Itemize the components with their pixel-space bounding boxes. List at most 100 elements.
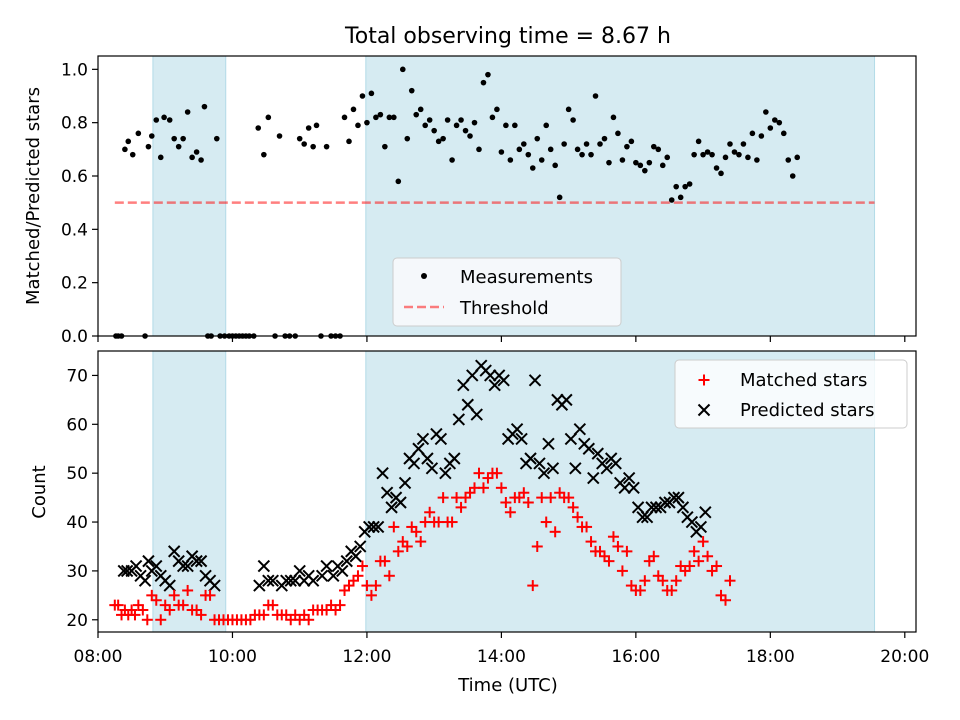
predicted-point (421, 452, 434, 465)
measurement-point (529, 165, 536, 171)
measurement-point (458, 117, 464, 123)
predicted-point (412, 442, 425, 455)
measurement-point (619, 157, 626, 163)
matched-point (581, 521, 593, 533)
matched-point (711, 560, 723, 572)
matched-point (567, 501, 579, 513)
predicted-point (685, 515, 699, 529)
matched-point (634, 584, 646, 596)
measurement-point (709, 151, 715, 158)
matched-point (504, 506, 516, 518)
measurement-point (440, 135, 446, 142)
x-stroke (412, 442, 425, 455)
matched-point (129, 609, 141, 621)
x-stroke (349, 550, 362, 563)
measurement-point (561, 141, 567, 147)
y-axis-label: Matched/Predicted stars (23, 87, 44, 305)
measurement-point (650, 143, 657, 150)
measurement-point (175, 143, 182, 150)
matched-point (150, 594, 162, 606)
measurement-point (646, 159, 653, 166)
matched-point (365, 589, 377, 601)
x-stroke (510, 422, 524, 436)
matched-point (415, 536, 427, 548)
predicted-point (289, 574, 302, 587)
x-stroke (697, 403, 711, 417)
measurement-point (552, 162, 558, 169)
x-stroke (306, 574, 320, 587)
predicted-point (483, 369, 497, 382)
x-stroke (425, 462, 439, 475)
y-axis-ticks: 20 30 40 50 60 70 (66, 366, 98, 631)
predicted-point (376, 466, 389, 480)
measurement-point (601, 135, 608, 142)
predicted-point (569, 462, 582, 475)
x-stroke (569, 462, 582, 475)
matched-points (109, 467, 736, 626)
predicted-point (466, 369, 479, 382)
matched-point (500, 496, 512, 508)
x-stroke (582, 442, 596, 455)
x-stroke (289, 574, 302, 587)
predicted-point (537, 466, 551, 480)
measurement-point (350, 106, 357, 113)
predicted-point (416, 432, 430, 446)
measurement-point (610, 114, 617, 121)
measurement-point (503, 122, 509, 129)
x-stroke (129, 559, 143, 573)
x-stroke (461, 398, 474, 411)
matched-point (693, 555, 705, 567)
predicted-point (194, 554, 208, 568)
x-stroke (457, 379, 470, 392)
predicted-point (497, 374, 510, 387)
measurement-point (296, 135, 303, 142)
matched-point (267, 599, 279, 611)
predicted-point (354, 540, 367, 553)
measurement-point (588, 151, 594, 158)
matched-point (356, 560, 368, 572)
matched-point (684, 560, 696, 572)
measurement-point (417, 106, 424, 113)
measurement-point (574, 146, 581, 153)
measurement-point (525, 151, 532, 158)
predicted-point (524, 452, 537, 465)
y-tick-label: 30 (66, 562, 88, 582)
predicted-point (380, 486, 394, 499)
x-stroke (340, 554, 353, 568)
predicted-point (618, 481, 631, 495)
x-stroke (600, 462, 613, 475)
measurement-point (659, 162, 666, 169)
x-stroke (142, 554, 155, 568)
measurement-point (255, 125, 262, 131)
measurement-point (628, 138, 635, 145)
predicted-point (349, 550, 362, 563)
legend-marker-matched (698, 374, 710, 386)
measurement-point (148, 133, 155, 139)
x-stroke (622, 471, 636, 485)
predicted-point (306, 574, 320, 587)
matched-point (639, 575, 651, 587)
x-stroke (120, 564, 134, 578)
matched-point (607, 531, 619, 543)
matched-point (446, 516, 458, 528)
x-stroke (284, 574, 297, 587)
matched-point (522, 496, 534, 508)
measurement-point (399, 66, 406, 73)
x-stroke (398, 476, 412, 490)
legend-plus (698, 374, 710, 386)
x-stroke (380, 486, 394, 499)
measurement-point (189, 154, 195, 161)
measurement-point (391, 114, 397, 121)
measurement-point (512, 122, 518, 129)
x-stroke (515, 432, 528, 446)
x-stroke (649, 501, 663, 514)
predicted-point (266, 574, 280, 587)
x-stroke (434, 432, 448, 446)
measurement-point (763, 109, 769, 115)
x-stroke (315, 569, 329, 583)
matched-point (518, 487, 530, 499)
x-stroke (470, 408, 483, 421)
predicted-point (120, 564, 134, 578)
measurement-point (740, 141, 747, 147)
